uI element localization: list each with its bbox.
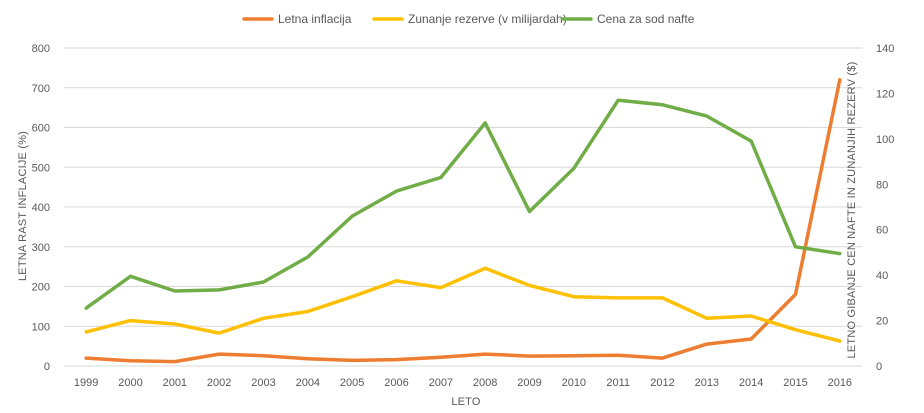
x-tick-label: 2008	[473, 377, 497, 389]
series-2	[84, 266, 842, 343]
x-tick-label: 2005	[340, 377, 364, 389]
x-tick-label: 2016	[828, 377, 852, 389]
x-axis-ticks: 1999 2000 2001 2002 2003 2004 2005 2006 2007 2008…	[74, 377, 852, 389]
x-axis-title: LETO	[451, 396, 481, 408]
series-line	[84, 98, 842, 310]
right-tick-label: 20	[876, 316, 888, 328]
right-axis-title: LETNO GIBANJE CEN NAFTE IN ZUNANJIH REZE…	[846, 62, 858, 359]
right-tick-label: 0	[876, 361, 882, 373]
left-axis-ticks: 0 100 200 300 400 500 600 700 800	[32, 43, 50, 373]
legend-label: Letna inflacija	[278, 12, 352, 26]
series-lines	[84, 78, 842, 364]
x-tick-label: 1999	[74, 377, 98, 389]
left-tick-label: 400	[32, 202, 50, 214]
legend-label: Cena za sod nafte	[597, 12, 695, 26]
x-tick-label: 2003	[251, 377, 275, 389]
right-tick-label: 60	[876, 225, 888, 237]
left-tick-label: 700	[32, 83, 50, 95]
x-tick-label: 2015	[783, 377, 807, 389]
left-tick-label: 600	[32, 123, 50, 135]
legend-item: Zunanje rezerve (v milijardah)	[372, 12, 567, 26]
x-tick-label: 2007	[429, 377, 453, 389]
series-3	[84, 98, 842, 310]
series-line	[84, 266, 842, 343]
x-tick-label: 2009	[517, 377, 541, 389]
left-tick-label: 300	[32, 242, 50, 254]
right-axis-ticks: 0 20 40 60 80 100 120 140	[876, 43, 894, 373]
series-line	[84, 78, 842, 364]
left-tick-label: 500	[32, 162, 50, 174]
legend-item: Letna inflacija	[242, 12, 352, 26]
right-tick-label: 140	[876, 43, 894, 55]
x-tick-label: 2014	[739, 377, 763, 389]
legend: Letna inflacija Zunanje rezerve (v milija…	[242, 12, 695, 26]
gridlines	[64, 47, 862, 367]
left-tick-label: 200	[32, 282, 50, 294]
left-axis-title: LETNA RAST INFLACIJE (%)	[17, 131, 29, 281]
x-tick-label: 2006	[384, 377, 408, 389]
left-tick-label: 0	[44, 361, 50, 373]
x-tick-label: 2010	[562, 377, 586, 389]
x-tick-label: 2000	[118, 377, 142, 389]
x-tick-label: 2011	[606, 377, 630, 389]
legend-label: Zunanje rezerve (v milijardah)	[408, 12, 567, 26]
left-tick-label: 800	[32, 43, 50, 55]
x-tick-label: 2004	[296, 377, 320, 389]
x-tick-label: 2013	[695, 377, 719, 389]
x-tick-label: 2001	[163, 377, 187, 389]
series-1	[84, 78, 842, 364]
left-tick-label: 100	[32, 321, 50, 333]
x-tick-label: 2012	[650, 377, 674, 389]
right-tick-label: 100	[876, 134, 894, 146]
right-tick-label: 120	[876, 88, 894, 100]
right-tick-label: 80	[876, 179, 888, 191]
right-tick-label: 40	[876, 270, 888, 282]
x-tick-label: 2002	[207, 377, 231, 389]
legend-item: Cena za sod nafte	[561, 12, 695, 26]
